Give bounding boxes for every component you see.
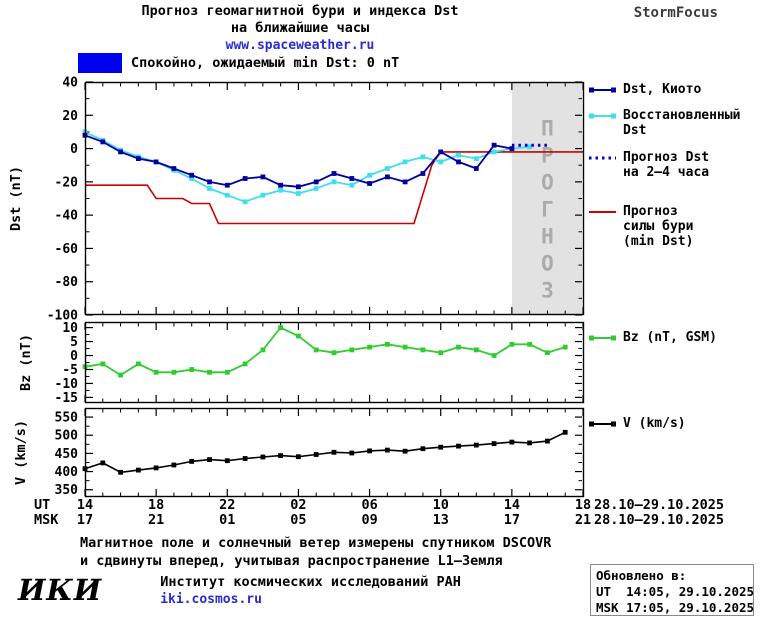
v-chart-panel: 550 500 450 400 350 V (km/s) [13, 407, 585, 498]
svg-text:40: 40 [62, 76, 78, 91]
svg-text:Dst (nT): Dst (nT) [8, 166, 24, 231]
legend-item-v: V (km/s) [589, 416, 686, 431]
svg-text:350: 350 [55, 483, 79, 498]
svg-text:450: 450 [55, 447, 79, 462]
status-color-box [78, 53, 122, 73]
footer-note-line2: и сдвинуты вперед, учитывая распростране… [80, 553, 503, 569]
svg-text:V (km/s): V (km/s) [13, 420, 29, 485]
svg-text:18: 18 [148, 497, 164, 513]
legend-item-forecast_dst: Прогноз Dst на 2–4 часа [589, 150, 709, 180]
svg-text:22: 22 [219, 497, 235, 513]
svg-text:05: 05 [290, 512, 306, 528]
svg-text:06: 06 [361, 497, 377, 513]
svg-text:-10: -10 [55, 377, 79, 392]
legend-sample-forecast_dst [589, 156, 616, 160]
svg-text:13: 13 [433, 512, 449, 528]
legend-item-forecast_storm: Прогноз силы бури (min Dst) [589, 204, 693, 249]
svg-text:14: 14 [77, 497, 93, 513]
updated-label: Обновлено в: [596, 568, 687, 583]
svg-text:10: 10 [433, 497, 449, 513]
svg-text:09: 09 [361, 512, 377, 528]
legend-label-forecast_dst: Прогноз Dst на 2–4 часа [623, 150, 710, 180]
legend-label-dst_kyoto: Dst, Киото [623, 82, 702, 97]
svg-text:П: П [541, 117, 554, 141]
page-title: Прогноз геомагнитной бури и индекса Dst [141, 3, 459, 19]
svg-text:-20: -20 [55, 175, 79, 190]
institute-name: Институт космических исследований РАН [160, 574, 461, 590]
svg-text:28.10–29.10.2025: 28.10–29.10.2025 [594, 512, 724, 528]
svg-text:Bz (nT): Bz (nT) [18, 334, 34, 391]
legend-label-v: V (km/s) [623, 416, 686, 431]
svg-text:-60: -60 [55, 242, 79, 257]
svg-text:MSK: MSK [34, 512, 59, 528]
svg-text:500: 500 [55, 429, 79, 444]
svg-text:28.10–29.10.2025: 28.10–29.10.2025 [594, 497, 724, 513]
svg-text:17: 17 [77, 512, 93, 528]
header-titles: Прогноз геомагнитной бури и индекса Dst … [40, 3, 560, 54]
svg-text:01: 01 [219, 512, 235, 528]
legend-label-forecast_storm: Прогноз силы бури (min Dst) [623, 204, 694, 249]
page-subtitle: на ближайшие часы [230, 20, 370, 36]
iki-block: ИКИ Институт космических исследований РА… [18, 574, 461, 608]
legend-sample-restored [589, 113, 616, 119]
legend-label-bz: Bz (nT, GSM) [623, 330, 717, 345]
svg-text:02: 02 [290, 497, 306, 513]
svg-text:400: 400 [55, 465, 79, 480]
svg-text:Г: Г [541, 198, 554, 222]
legend-item-restored: Восстановленный Dst [589, 108, 740, 138]
svg-text:0: 0 [70, 142, 78, 157]
svg-text:20: 20 [62, 109, 78, 124]
legend-sample-bz [589, 335, 616, 341]
svg-text:17: 17 [504, 512, 520, 528]
svg-text:З: З [541, 279, 554, 303]
svg-text:-80: -80 [55, 275, 79, 290]
svg-text:-100: -100 [47, 309, 78, 324]
svg-text:0: 0 [70, 349, 78, 364]
legend-item-dst_kyoto: Dst, Киото [589, 82, 701, 97]
svg-text:UT: UT [34, 497, 50, 513]
svg-text:-15: -15 [55, 391, 78, 406]
svg-text:18: 18 [575, 497, 591, 513]
updated-msk: MSK 17:05, 29.10.2025 [596, 600, 755, 615]
legend-sample-v [589, 421, 616, 427]
svg-text:5: 5 [70, 335, 78, 350]
footer-note-line1: Магнитное поле и солнечный ветер измерен… [80, 535, 552, 551]
footer-note: Магнитное поле и солнечный ветер измерен… [80, 534, 551, 570]
svg-text:14: 14 [504, 497, 520, 513]
svg-text:21: 21 [575, 512, 591, 528]
svg-text:Н: Н [541, 225, 554, 249]
iki-logo: ИКИ [18, 573, 103, 607]
status-label: Спокойно, ожидаемый min Dst: 0 nT [131, 55, 400, 71]
chart-legend: Dst, Киото Восстановленный Dst Прогноз Dst… [589, 82, 760, 522]
svg-text:10: 10 [62, 321, 78, 336]
legend-sample-forecast_storm [589, 211, 616, 213]
spaceweather-link[interactable]: www.spaceweather.ru [225, 38, 375, 53]
status-legend: Спокойно, ожидаемый min Dst: 0 nT [78, 53, 399, 73]
svg-text:-40: -40 [55, 209, 79, 224]
updated-box: Обновлено в: UT 14:05, 29.10.2025 MSK 17… [590, 564, 754, 616]
iki-link[interactable]: iki.cosmos.ru [160, 592, 262, 607]
svg-text:Р: Р [541, 144, 554, 168]
svg-text:550: 550 [55, 411, 79, 426]
svg-text:О: О [541, 252, 554, 276]
brand-label: StormFocus [633, 5, 718, 21]
legend-label-restored: Восстановленный Dst [623, 108, 741, 138]
svg-text:О: О [541, 171, 554, 195]
legend-sample-dst_kyoto [589, 87, 616, 93]
legend-item-bz: Bz (nT, GSM) [589, 330, 717, 345]
svg-text:21: 21 [148, 512, 164, 528]
svg-text:-5: -5 [62, 363, 78, 378]
updated-ut: UT 14:05, 29.10.2025 [596, 584, 755, 599]
